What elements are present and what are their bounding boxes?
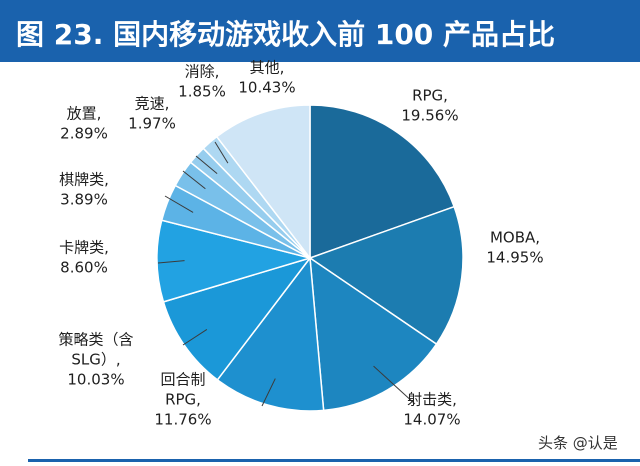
data-label-value: 2.89%	[60, 125, 108, 143]
data-label-value: 14.07%	[403, 411, 460, 429]
leader-line	[195, 155, 218, 175]
data-label-category: 策略类（含	[58, 331, 133, 349]
leader-line	[214, 141, 229, 164]
pie-slice	[309, 256, 438, 412]
data-label-value: 11.76%	[154, 411, 211, 429]
data-label-category: RPG,	[165, 391, 201, 409]
data-label-category: SLG）,	[71, 351, 120, 369]
pie-slice	[156, 219, 313, 303]
leader-line	[373, 365, 416, 405]
data-label-category: MOBA,	[490, 229, 540, 247]
data-label-value: 8.60%	[60, 259, 108, 277]
data-label-value: 19.56%	[401, 107, 458, 125]
data-label-category: RPG,	[412, 87, 448, 105]
leader-line	[182, 170, 206, 190]
pie-slice	[216, 256, 325, 412]
data-label-category: 其他,	[250, 59, 285, 77]
leader-line	[261, 378, 276, 407]
leader-line	[182, 329, 208, 346]
data-label-category: 回合制	[160, 371, 205, 389]
pie-slice	[215, 104, 311, 261]
bottom-divider	[28, 459, 640, 462]
data-label-category: 射击类,	[407, 391, 457, 409]
data-label-category: 消除,	[185, 63, 220, 81]
data-label-category: 卡牌类,	[59, 239, 109, 257]
pie-slice	[309, 104, 456, 260]
title-bar: 图 23. 国内移动游戏收入前 100 产品占比	[0, 0, 640, 62]
pie-slice	[308, 205, 464, 346]
data-label-value: 10.03%	[67, 371, 124, 389]
data-label-category: 棋牌类,	[59, 171, 109, 189]
watermark: 头条 @认是	[538, 434, 618, 452]
data-label-value: 3.89%	[60, 191, 108, 209]
data-label-value: 1.97%	[128, 115, 176, 133]
data-label-value: 14.95%	[486, 249, 543, 267]
leader-line	[157, 260, 185, 264]
data-label-value: 1.85%	[178, 83, 226, 101]
data-label-value: 10.43%	[238, 79, 295, 97]
data-label-category: 竞速,	[135, 95, 170, 113]
page-title: 图 23. 国内移动游戏收入前 100 产品占比	[16, 18, 556, 51]
leader-line	[164, 195, 194, 213]
pie-slice	[162, 256, 312, 381]
data-label-category: 放置,	[67, 105, 102, 123]
